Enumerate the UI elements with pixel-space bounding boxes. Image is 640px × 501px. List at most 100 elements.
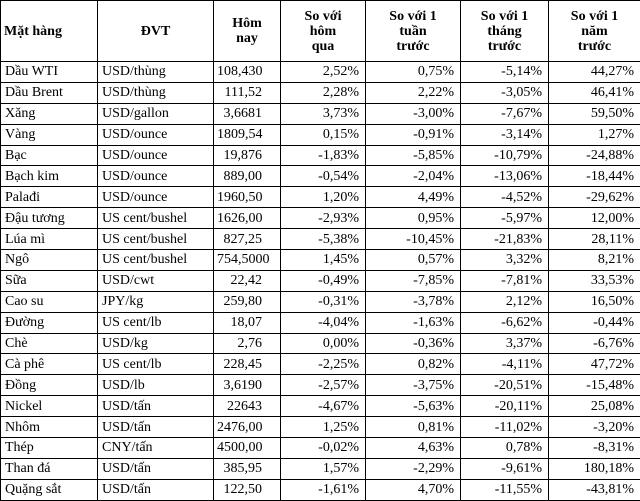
table-cell: 1,20% (280, 186, 366, 209)
header-text: tuần (399, 23, 427, 39)
table-row: Xăng USD/gallon 3,6681 3,73% -3,00% -7,67% 59,… (0, 102, 640, 125)
table-cell: -2,93% (280, 207, 366, 230)
table-cell: 4500,00 (213, 437, 281, 459)
header-cell: Hôm nay (213, 0, 281, 62)
table-cell: US cent/lb (97, 311, 214, 334)
table-cell: 3,32% (460, 249, 549, 271)
table-cell: -3,00% (365, 102, 461, 125)
table-cell: 0,00% (280, 332, 366, 355)
table-cell: Bạc (0, 144, 98, 167)
table-cell: -9,61% (460, 457, 549, 480)
table-cell: Sữa (0, 269, 98, 292)
table-cell: Thép (0, 437, 98, 459)
table-cell: 28,11% (548, 228, 640, 251)
table-cell: -18,44% (548, 165, 640, 188)
table-cell: USD/tấn (97, 395, 214, 418)
table-cell: Xăng (0, 102, 98, 125)
table-cell: Đồng (0, 374, 98, 397)
header-text: So với 1 (480, 8, 529, 24)
table-cell: 4,63% (365, 437, 461, 459)
table-cell: 1626,00 (213, 207, 281, 230)
table-cell: Cà phê (0, 353, 98, 376)
table-row: Thép CNY/tấn 4500,00 -0,02% 4,63% 0,78% -8,31% (0, 437, 640, 459)
table-cell: Bạch kim (0, 165, 98, 188)
table-cell: Palađi (0, 186, 98, 209)
table-cell: -7,67% (460, 102, 549, 125)
table-cell: -3,75% (365, 374, 461, 397)
table-cell: -0,36% (365, 332, 461, 355)
table-cell: Nickel (0, 395, 98, 418)
table-cell: -7,85% (365, 269, 461, 292)
table-cell: 0,81% (365, 416, 461, 439)
header-cell: So với 1 tuần trước (365, 0, 461, 62)
table-cell: US cent/lb (97, 353, 214, 376)
table-cell: 108,430 (213, 61, 281, 83)
table-cell: -43,81% (548, 478, 640, 501)
table-row: Vàng USD/ounce 1809,54 0,15% -0,91% -3,14% 1,2… (0, 123, 640, 146)
table-cell: 2476,00 (213, 416, 281, 439)
table-cell: USD/tấn (97, 416, 214, 439)
table-cell: 2,52% (280, 61, 366, 83)
table-cell: USD/ounce (97, 123, 214, 146)
table-cell: -7,81% (460, 269, 549, 292)
table-cell: 3,73% (280, 102, 366, 125)
table-cell: USD/tấn (97, 478, 214, 501)
table-cell: -15,48% (548, 374, 640, 397)
table-cell: Ngô (0, 249, 98, 271)
table-row: Sữa USD/cwt 22,42 -0,49% -7,85% -7,81% 33,53% (0, 269, 640, 292)
table-cell: 0,82% (365, 353, 461, 376)
table-cell: 3,6190 (213, 374, 281, 397)
table-row: Cà phê US cent/lb 228,45 -2,25% 0,82% -4,11% 4… (0, 353, 640, 376)
header-cell: So với 1 tháng trước (460, 0, 549, 62)
table-row: Dầu Brent USD/thùng 111,52 2,28% 2,22% -3,05%… (0, 81, 640, 104)
table-cell: 3,37% (460, 332, 549, 355)
table-cell: 4,49% (365, 186, 461, 209)
header-text: năm (581, 23, 608, 39)
table-cell: Đường (0, 311, 98, 334)
table-cell: 22,42 (213, 269, 281, 292)
header-text: Mặt hàng (4, 23, 62, 39)
table-cell: -3,78% (365, 290, 461, 313)
table-cell: -2,57% (280, 374, 366, 397)
table-cell: 122,50 (213, 478, 281, 501)
table-row: Ngô US cent/bushel 754,5000 1,45% 0,57% 3,32%… (0, 249, 640, 271)
table-cell: -20,11% (460, 395, 549, 418)
header-text: Hôm (232, 16, 262, 31)
table-cell: -4,52% (460, 186, 549, 209)
header-text: ĐVT (140, 23, 171, 39)
table-row: Dầu WTI USD/thùng 108,430 2,52% 0,75% -5,14% 4… (0, 61, 640, 83)
table-cell: -8,31% (548, 437, 640, 459)
table-cell: -11,55% (460, 478, 549, 501)
table-cell: 25,08% (548, 395, 640, 418)
table-cell: -3,20% (548, 416, 640, 439)
table-cell: -20,51% (460, 374, 549, 397)
table-cell: 1,25% (280, 416, 366, 439)
table-cell: 2,12% (460, 290, 549, 313)
table-cell: 889,00 (213, 165, 281, 188)
table-cell: -3,05% (460, 81, 549, 104)
table-cell: -21,83% (460, 228, 549, 251)
table-cell: -5,38% (280, 228, 366, 251)
table-row: Lúa mì US cent/bushel 827,25 -5,38% -10,45% -… (0, 228, 640, 251)
table-cell: 22643 (213, 395, 281, 418)
table-cell: -2,25% (280, 353, 366, 376)
table-cell: Vàng (0, 123, 98, 146)
table-cell: USD/thùng (97, 81, 214, 104)
table-cell: USD/kg (97, 332, 214, 355)
table-cell: -1,83% (280, 144, 366, 167)
table-cell: 12,00% (548, 207, 640, 230)
table-cell: 0,15% (280, 123, 366, 146)
header-text: trước (487, 38, 522, 54)
table-cell: 3,6681 (213, 102, 281, 125)
table-cell: 385,95 (213, 457, 281, 480)
table-cell: Lúa mì (0, 228, 98, 251)
table-cell: -0,91% (365, 123, 461, 146)
table-cell: -0,49% (280, 269, 366, 292)
table-cell: US cent/bushel (97, 228, 214, 251)
table-cell: 2,28% (280, 81, 366, 104)
table-cell: Than đá (0, 457, 98, 480)
table-cell: 19,876 (213, 144, 281, 167)
table-cell: -0,44% (548, 311, 640, 334)
